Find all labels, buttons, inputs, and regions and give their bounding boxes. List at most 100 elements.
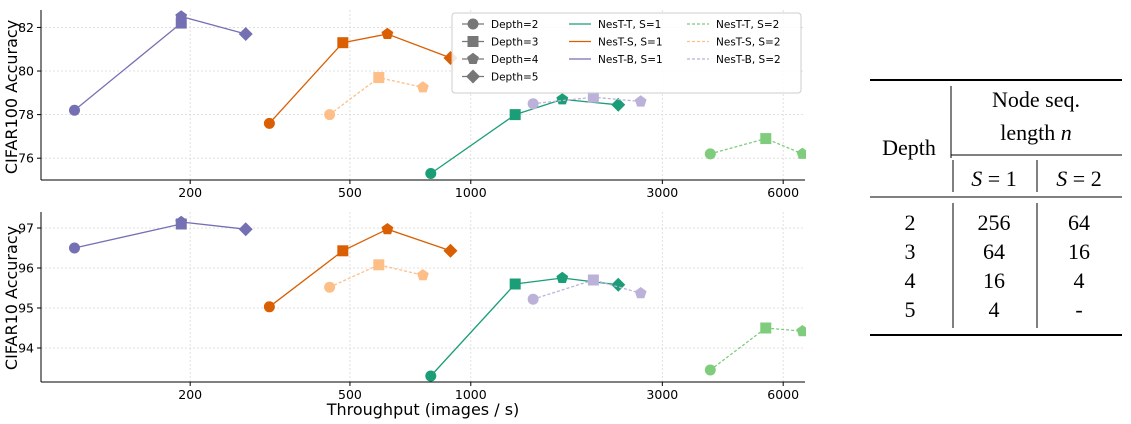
cifar100-panel: 200 500 1000 3000 6000 76 78 80 82 CIFAR100 Accu… (2, 10, 806, 200)
data-point (611, 97, 626, 112)
data-point (587, 274, 599, 286)
data-point (68, 104, 80, 116)
table-row-s2: 16 (1068, 239, 1090, 264)
ticks-top: 200 500 1000 3000 6000 76 78 80 82 (18, 20, 799, 200)
legend-label: NesT-T, S=2 (716, 19, 779, 31)
legend-label: NesT-B, S=1 (598, 54, 663, 66)
data-point (68, 242, 80, 254)
series-line (269, 228, 451, 308)
data-point (175, 17, 187, 29)
data-point (509, 278, 521, 290)
table-header-depth: Depth (882, 135, 936, 160)
table-row-s1: 256 (978, 210, 1011, 235)
data-point (175, 10, 188, 22)
data-point (704, 148, 716, 160)
data-point (760, 133, 772, 145)
x-tick-label: 1000 (455, 185, 487, 200)
axes-bottom (40, 212, 805, 383)
data-point (425, 370, 437, 382)
cifar10-panel: 200 500 1000 3000 6000 94 95 96 97 CIFAR10 Accur… (2, 212, 806, 419)
data-point (556, 93, 569, 105)
table-header-node-line2: length n (1000, 120, 1072, 145)
data-point (373, 259, 385, 271)
series-group (68, 215, 806, 382)
legend: Depth=2 Depth=3 Depth=4 Depth=5 NesT-T, S=1 N… (451, 12, 802, 94)
data-point (337, 37, 349, 49)
data-point (556, 271, 569, 283)
series-line (710, 137, 803, 155)
legend-label: Depth=4 (491, 54, 539, 66)
legend-marker (466, 69, 480, 84)
y-tick-label: 80 (18, 64, 34, 79)
series-line (533, 96, 641, 105)
series-top (68, 10, 806, 179)
y-tick-label: 97 (18, 221, 34, 236)
ticks-bottom: 200 500 1000 3000 6000 94 95 96 97 (18, 221, 799, 403)
table-row-depth: 4 (905, 268, 916, 293)
legend-marker (467, 36, 479, 47)
legend-marker (467, 18, 479, 30)
table-row-s1: 4 (989, 297, 1000, 322)
y-tick-label: 95 (18, 301, 34, 316)
table-sub-s1-value: = 1 (982, 166, 1016, 191)
x-tick-label: 200 (178, 387, 202, 402)
data-point (760, 322, 772, 334)
data-point (796, 147, 806, 159)
series-line (709, 327, 803, 371)
data-point (611, 277, 626, 292)
table-header-node-length: length (1000, 120, 1061, 145)
x-tick-label: 500 (338, 185, 362, 200)
data-point (373, 72, 385, 84)
legend-label: Depth=2 (491, 19, 538, 31)
series-bottom (68, 215, 806, 382)
table-header-node-line1: Node seq. (992, 87, 1080, 112)
data-point (337, 245, 349, 257)
legend-label: NesT-B, S=2 (716, 54, 781, 66)
table-row-s1: 64 (983, 239, 1005, 264)
data-point (238, 26, 253, 41)
data-point (509, 109, 521, 121)
series-line (329, 76, 424, 116)
node-sequence-table: Depth Node seq. length n S = 1 S = 2 2 2… (870, 79, 1122, 336)
y-tick-label: 78 (18, 107, 34, 122)
data-point (587, 91, 599, 103)
table-sub-s1-var: S (971, 166, 982, 191)
legend-box (451, 12, 802, 94)
legend-label: NesT-S, S=1 (598, 37, 663, 49)
data-point (443, 243, 458, 258)
axes-top (40, 10, 805, 181)
x-axis-label: Throughput (images / s) (326, 400, 520, 419)
table-row-depth: 2 (905, 210, 916, 235)
data-point (704, 364, 716, 376)
series-line (74, 15, 246, 111)
y-axis-label-top: CIFAR100 Accuracy (2, 20, 21, 174)
table-sub-s2: S = 2 (1056, 166, 1101, 191)
data-point (381, 27, 394, 39)
data-point (417, 269, 429, 281)
data-point (324, 281, 336, 293)
table-row-s2: - (1075, 297, 1082, 322)
table-rows: 2 256 64 3 64 16 4 16 4 5 4 - (905, 210, 1091, 322)
series-line (532, 279, 641, 300)
y-tick-label: 82 (18, 20, 34, 35)
table-row-s1: 16 (983, 268, 1005, 293)
table-header-node-var: n (1061, 120, 1072, 145)
x-tick-label: 200 (178, 185, 202, 200)
series-group (68, 10, 806, 179)
legend-label: Depth=5 (491, 72, 538, 84)
series-line (74, 221, 246, 249)
legend-label: NesT-S, S=2 (716, 37, 781, 49)
data-point (425, 167, 437, 179)
x-tick-label: 3000 (646, 387, 678, 402)
legend-label: Depth=3 (491, 37, 538, 49)
table-sub-s2-value: = 2 (1067, 166, 1101, 191)
table-row-depth: 5 (905, 297, 916, 322)
x-tick-label: 6000 (767, 185, 799, 200)
series-line (430, 277, 619, 377)
grid-bottom (41, 212, 805, 382)
legend-marker (467, 52, 479, 64)
table-row-depth: 3 (905, 239, 916, 264)
table-sub-s2-var: S (1056, 166, 1067, 191)
data-point (381, 223, 394, 235)
